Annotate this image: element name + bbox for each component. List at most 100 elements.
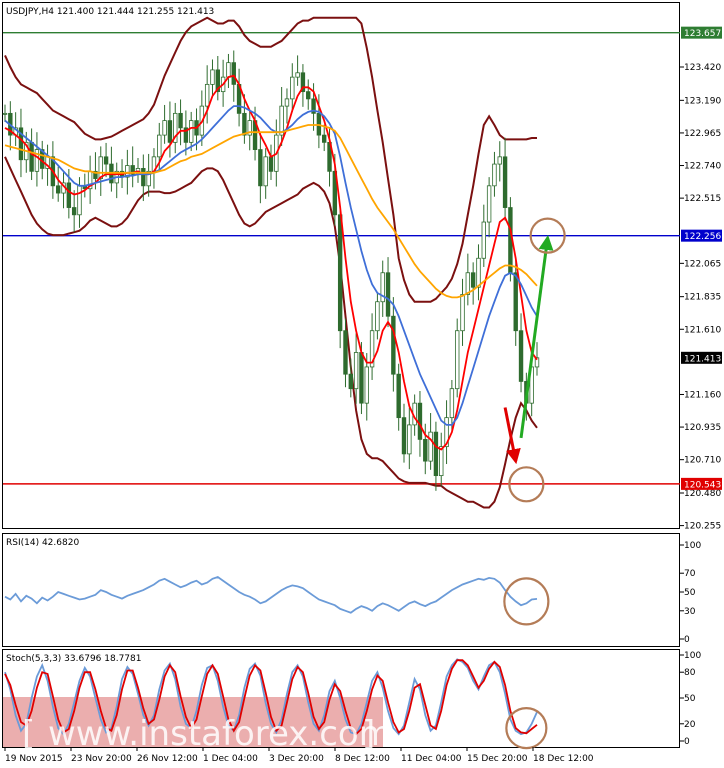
candle-body [380,272,385,303]
stoch-tick-label: 100 [684,651,701,661]
price-tick-label: 122.965 [684,129,721,139]
candle-body [103,156,109,165]
candle-body [183,127,189,143]
candle-body [56,185,61,194]
price-tag-label-2: 121.413 [684,354,721,364]
candle-body [497,156,502,165]
candle-body [71,207,77,216]
candle-body [167,120,173,143]
candle-body [486,185,492,223]
candle-body [369,330,375,368]
price-tick-label: 123.420 [684,63,721,73]
price-tick-label: 120.710 [684,456,721,466]
candle-body [353,352,359,390]
ma-line-1 [4,105,538,426]
candle-body [428,431,433,462]
candle-body [258,149,263,187]
price-tag-label-0: 123.657 [684,29,721,39]
candle-body [157,134,162,158]
time-tick-label: 15 Dec 20:00 [467,754,528,764]
watermark-bracket-right: ] [362,714,375,754]
price-tick-label: 122.740 [684,162,721,172]
rsi-tick-label: 50 [684,588,696,598]
candle-body [34,149,40,172]
target-circle-3 [508,466,545,503]
stoch-circle-0 [505,706,548,750]
stoch-tick-label: 80 [684,668,696,678]
rsi-panel-frame [2,533,680,647]
candle-body [407,424,412,455]
stoch-tick-label: 20 [684,720,696,730]
bollinger-upper [4,16,537,303]
candle-body [396,373,401,419]
price-tick-label: 120.935 [684,423,721,433]
stoch-tick-label: 50 [684,694,696,704]
candle-body [146,170,151,187]
candle-body [268,156,274,172]
candle-body [306,91,311,100]
price-tick-label: 121.835 [684,293,721,303]
price-tag-box-3 [681,477,722,490]
time-tick-label: 19 Nov 2015 [5,754,63,764]
candle-body [454,330,460,390]
candle-body [476,257,481,288]
rsi-tick-label: 70 [684,569,696,579]
candle-body [364,366,369,404]
rsi-tick-label: 100 [684,541,701,551]
price-tick-label: 121.610 [684,325,721,335]
rsi-line [4,576,538,614]
candle-body [173,112,178,143]
price-tag-box-0 [681,26,722,39]
candle-body [98,156,103,179]
candle-body [295,72,300,78]
candle-body [311,98,316,114]
target-circle-2 [529,217,566,254]
candle-body [343,330,348,375]
candle-body [481,221,486,259]
price-tag-box-1 [681,229,722,242]
candle-body [321,134,327,143]
candle-body [210,69,215,85]
main-chart-header: USDJPY,H4 121.400 121.444 121.255 121.41… [6,7,214,17]
candle-body [215,69,220,93]
candle-body [247,120,252,136]
candle-body [449,388,455,419]
price-tick-label: 123.190 [684,96,721,106]
candle-body [401,417,407,455]
stoch-line-1 [4,659,538,736]
candle-body [263,156,268,187]
bollinger-lower [4,156,538,509]
price-tag-box-2 [681,351,722,364]
time-tick-label: 11 Dec 04:00 [401,754,462,764]
candle-body [348,373,353,390]
candle-body [93,170,98,179]
candle-body [130,165,135,175]
candle-body [242,112,247,136]
price-tick-label: 120.480 [684,489,721,499]
time-tick-label: 1 Dec 04:00 [203,754,258,764]
forecast-arrow-0 [503,407,521,465]
candle-body [534,357,540,368]
price-tick-label: 122.065 [684,259,721,269]
candle-body [226,62,231,78]
candle-body [359,352,364,404]
time-tick-label: 23 Nov 20:00 [71,754,132,764]
candle-body [162,120,167,136]
candle-body [178,112,183,129]
candle-body [279,105,284,136]
candle-body [18,127,24,161]
candle-body [284,98,290,107]
candle-body [465,272,471,295]
price-tick-label: 121.160 [684,390,721,400]
candle-body [518,330,524,382]
candle-body [2,112,8,115]
time-tick-label: 3 Dec 20:00 [269,754,324,764]
candle-body [66,182,72,208]
candle-body [125,165,130,178]
candle-body [513,272,518,332]
candle-body [470,272,476,288]
candle-body [391,315,396,375]
candle-body [29,141,34,172]
candle-body [423,438,428,462]
